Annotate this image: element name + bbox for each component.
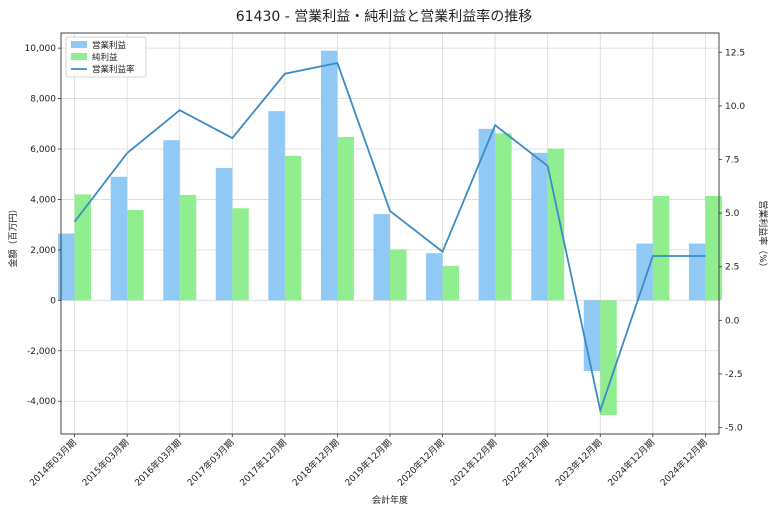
y-tick-label: 2,000 [30, 246, 56, 256]
x-tick-label: 2024年12月期 [605, 437, 657, 489]
bar-operating-profit [58, 233, 75, 301]
y2-tick-label: 12.5 [725, 48, 745, 58]
legend-label: 営業利益 [92, 40, 127, 51]
bar-operating-profit [215, 167, 233, 301]
x-tick-label: 2018年12月期 [290, 437, 342, 489]
bar-net-profit [547, 148, 565, 301]
bar-operating-profit [688, 243, 706, 301]
y2-tick-label: 5.0 [725, 209, 740, 219]
x-tick-label: 2021年12月期 [447, 437, 499, 489]
legend-label: 純利益 [92, 52, 118, 63]
x-tick-label: 2020年12月期 [395, 437, 447, 489]
bar-net-profit [495, 133, 512, 301]
y-tick-label: -4,000 [27, 397, 56, 407]
y-tick-label: 0 [50, 296, 56, 306]
bar-net-profit [705, 195, 722, 301]
y2-tick-label: -5.0 [725, 424, 743, 434]
y-tick-label: 4,000 [30, 195, 56, 205]
y-tick-label: 6,000 [30, 145, 56, 155]
bar-operating-profit [531, 152, 548, 301]
bar-operating-profit [163, 140, 180, 301]
bar-operating-profit [110, 176, 128, 301]
bar-net-profit [652, 195, 670, 301]
y2-axis-title: 営業利益率（%） [757, 200, 768, 272]
bar-net-profit [179, 194, 197, 301]
x-tick-label: 2023年12月期 [553, 437, 605, 489]
x-tick-label: 2017年03月期 [185, 437, 237, 489]
bar-operating-profit [426, 253, 443, 301]
bar-operating-profit [636, 243, 653, 301]
x-axis-title: 会計年度 [372, 494, 408, 506]
chart-title: 61430 - 営業利益・純利益と営業利益率の推移 [236, 8, 533, 25]
legend-swatch [71, 41, 87, 48]
y2-tick-label: 2.5 [725, 263, 739, 273]
y2-tick-label: 7.5 [725, 156, 739, 166]
bar-operating-profit [583, 300, 601, 371]
x-tick-label: 2014年03月期 [27, 437, 79, 489]
x-tick-label: 2022年12月期 [500, 437, 552, 489]
bar-operating-profit [478, 128, 496, 301]
bar-net-profit [127, 210, 144, 301]
y-tick-label: 10,000 [25, 44, 57, 54]
y-axis-title: 金額（百万円） [7, 204, 19, 267]
bar-net-profit [232, 208, 249, 301]
bar-net-profit [284, 155, 302, 301]
x-tick-label: 2016年03月期 [132, 437, 184, 489]
y-tick-label: -2,000 [27, 347, 56, 357]
y-tick-label: 8,000 [30, 95, 56, 105]
bar-net-profit [390, 249, 407, 301]
bar-operating-profit [268, 111, 285, 301]
x-tick-label: 2024年12月期 [658, 437, 710, 489]
bar-net-profit [442, 265, 460, 301]
legend-swatch [71, 53, 87, 60]
x-tick-label: 2019年12月期 [342, 437, 394, 489]
line-operating-margin [73, 61, 706, 414]
bar-operating-profit [320, 50, 338, 301]
y2-tick-label: 0.0 [725, 316, 740, 326]
bar-operating-profit [373, 214, 390, 301]
x-tick-label: 2017年12月期 [237, 437, 289, 489]
bar-net-profit [337, 136, 354, 301]
y2-tick-label: 10.0 [725, 102, 745, 112]
bar-net-profit [600, 300, 617, 416]
x-tick-label: 2015年03月期 [79, 437, 131, 489]
bar-net-profit [74, 194, 92, 301]
y2-tick-label: -2.5 [725, 370, 743, 380]
legend-label: 営業利益率 [92, 64, 135, 75]
